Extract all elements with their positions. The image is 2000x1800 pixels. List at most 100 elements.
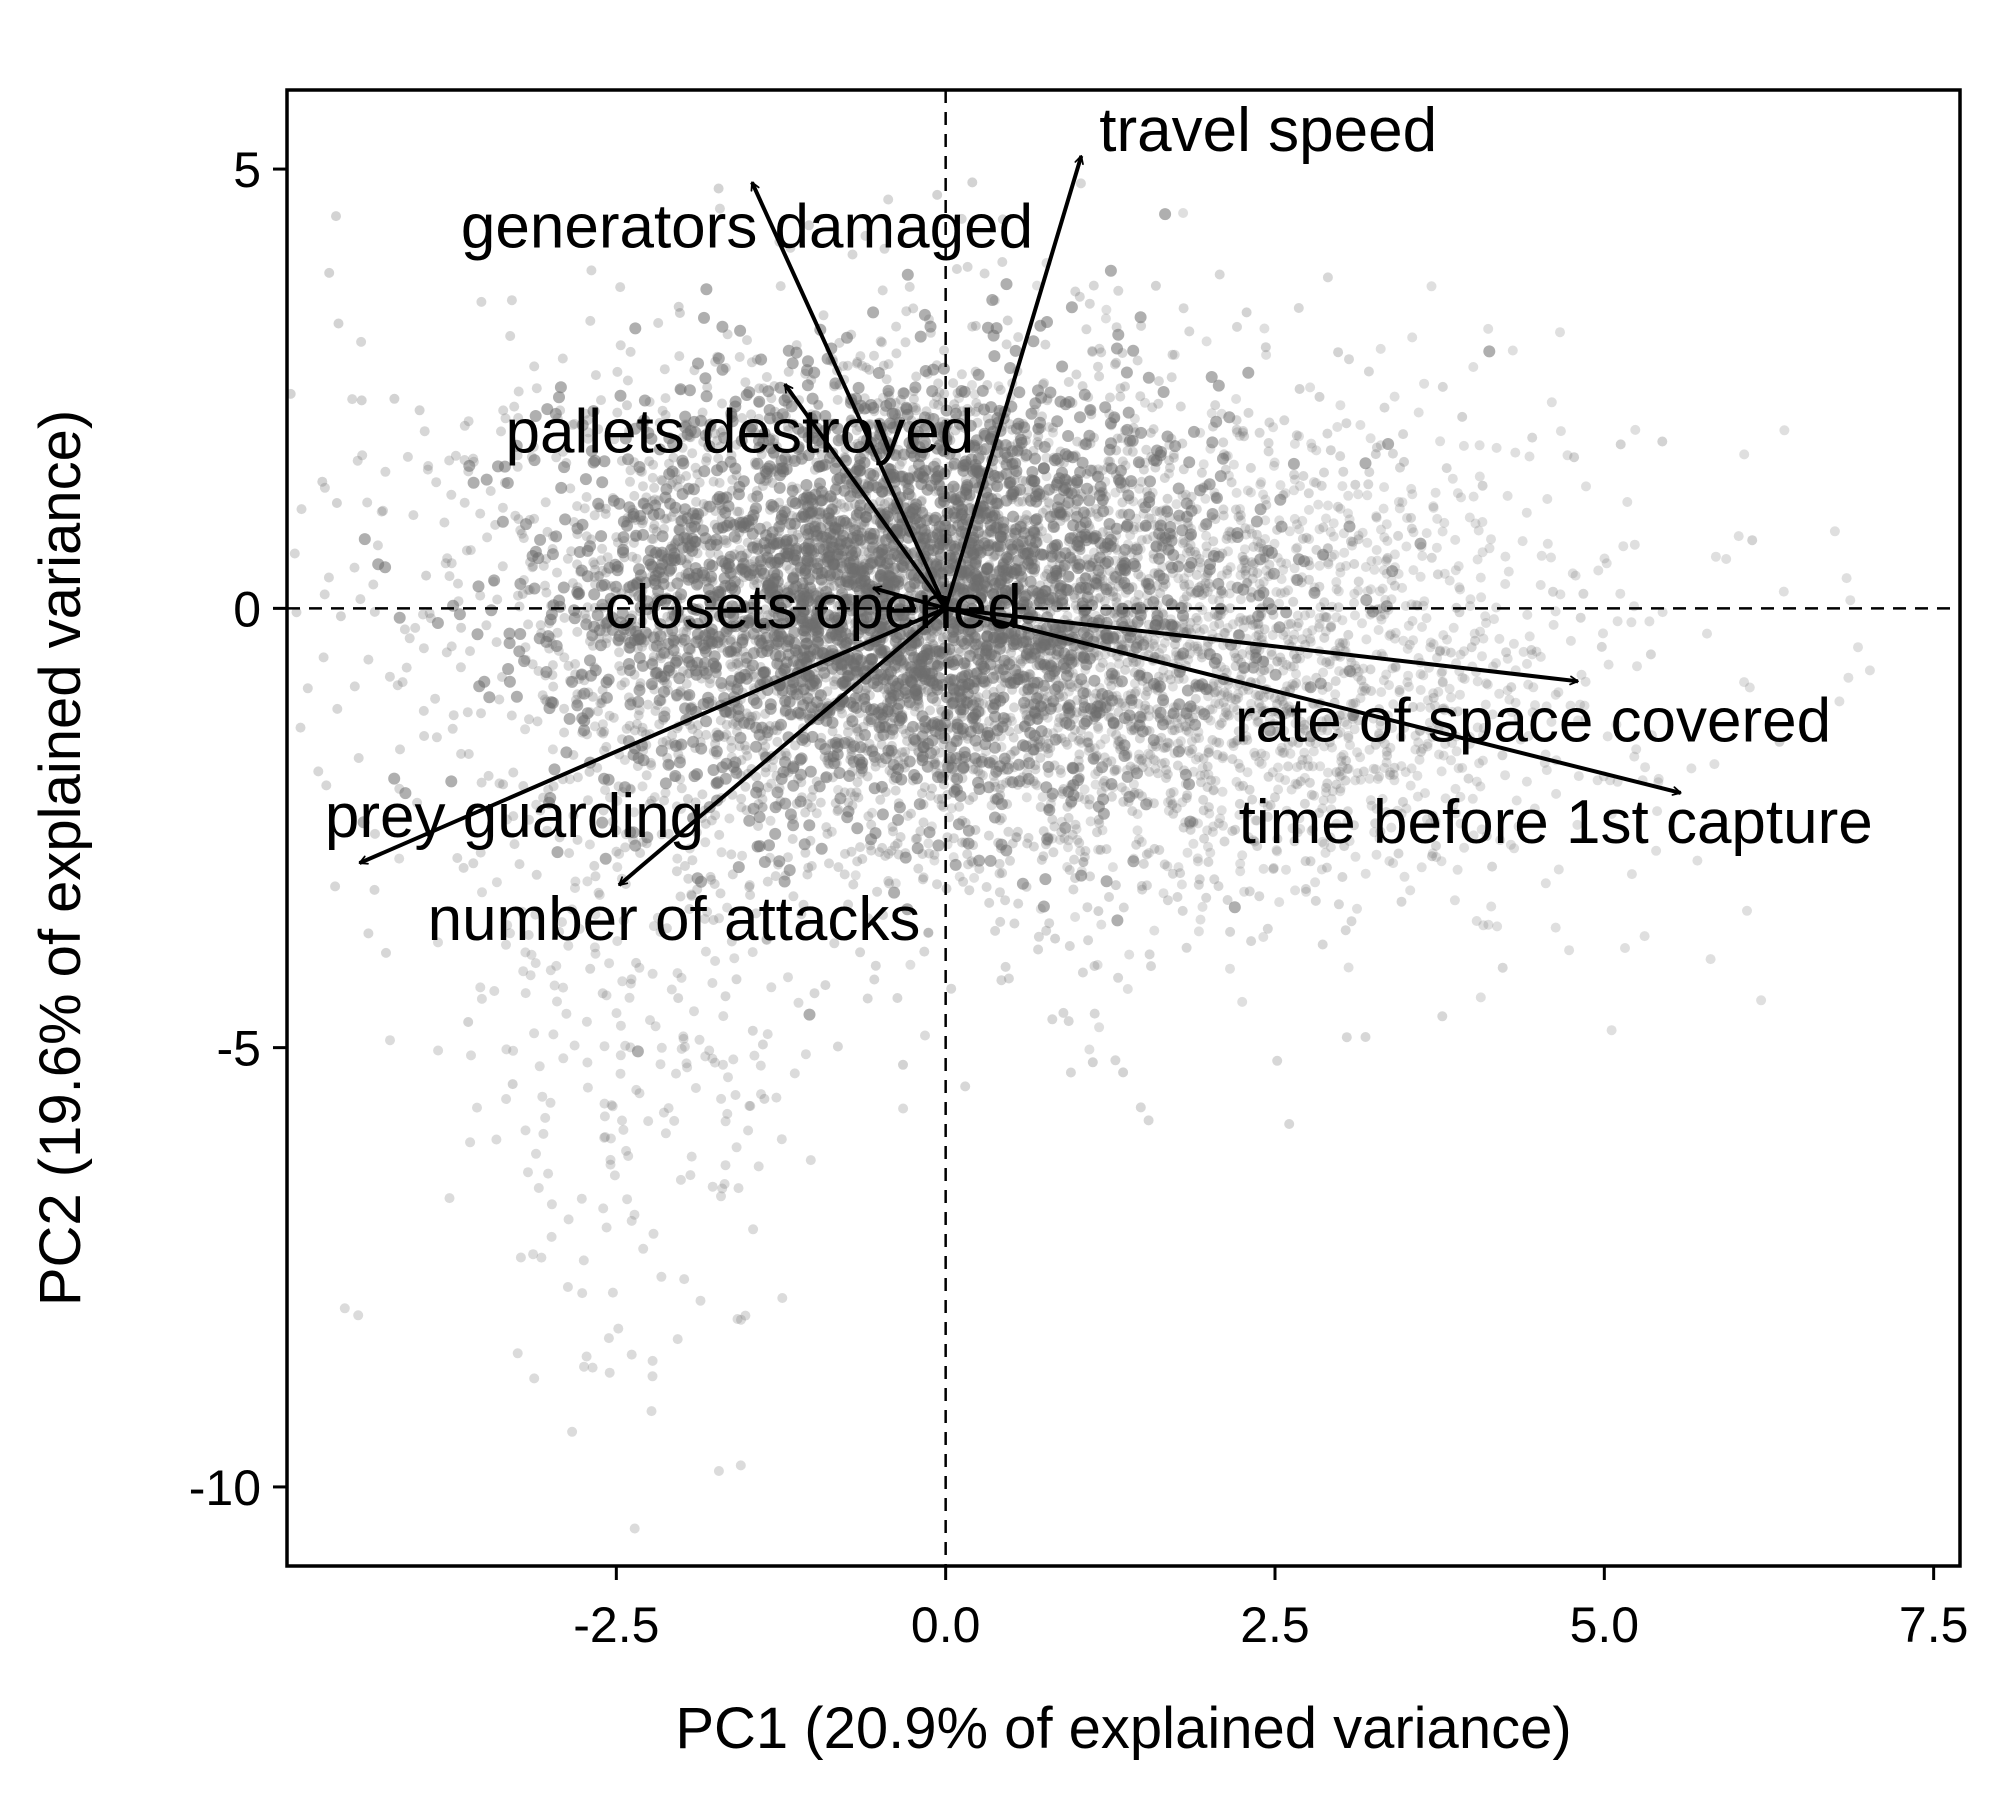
data-point	[970, 366, 981, 377]
data-point	[496, 515, 509, 528]
data-point	[900, 337, 911, 348]
data-point	[559, 703, 570, 714]
data-point	[1070, 286, 1081, 297]
data-point	[960, 1081, 971, 1092]
data-point	[1024, 575, 1037, 588]
data-point	[1173, 698, 1186, 711]
data-point	[1008, 732, 1019, 743]
data-point	[931, 360, 942, 371]
data-point	[1125, 694, 1138, 706]
data-point	[708, 746, 719, 757]
data-point	[1132, 456, 1145, 469]
data-point	[381, 947, 391, 958]
data-point	[471, 628, 484, 641]
data-point	[687, 735, 700, 748]
data-point	[675, 738, 688, 751]
data-point	[1065, 301, 1078, 314]
data-point	[852, 777, 863, 788]
data-point	[700, 283, 713, 296]
data-point	[664, 759, 675, 770]
data-point	[901, 268, 914, 281]
data-point	[514, 601, 525, 612]
data-point	[808, 784, 819, 795]
data-point	[790, 740, 801, 751]
data-point	[919, 365, 932, 377]
data-point	[1004, 362, 1017, 374]
data-point	[996, 813, 1007, 824]
data-point	[582, 729, 592, 740]
data-point	[750, 697, 763, 710]
data-point	[953, 417, 966, 430]
data-point	[834, 337, 845, 348]
data-point	[977, 445, 988, 456]
data-point	[353, 753, 364, 763]
data-point	[675, 384, 686, 395]
data-point	[845, 787, 856, 798]
data-point	[824, 858, 834, 869]
data-point	[1333, 899, 1344, 910]
data-point	[968, 840, 979, 851]
data-point	[540, 497, 551, 508]
data-point	[1319, 467, 1329, 478]
data-point	[962, 849, 973, 860]
data-point	[815, 797, 826, 808]
data-point	[653, 318, 664, 328]
data-point	[1130, 427, 1141, 438]
data-point	[734, 352, 745, 362]
data-point	[1360, 1032, 1371, 1042]
data-point	[548, 763, 561, 776]
data-point	[997, 470, 1008, 481]
data-point	[1135, 426, 1147, 439]
data-point	[1113, 972, 1124, 983]
data-point	[855, 842, 866, 853]
data-point	[1341, 1032, 1352, 1043]
data-point	[724, 553, 735, 564]
data-point	[923, 512, 934, 523]
data-point	[510, 510, 521, 521]
data-point	[514, 859, 525, 870]
data-point	[1104, 892, 1114, 902]
data-point	[774, 783, 785, 794]
data-point	[917, 849, 928, 859]
data-point	[790, 555, 801, 566]
data-point	[780, 870, 791, 881]
data-point	[503, 627, 516, 640]
data-point	[997, 868, 1008, 878]
data-point	[1121, 423, 1134, 436]
data-point	[587, 405, 600, 418]
data-point	[1209, 874, 1220, 885]
data-point	[774, 381, 787, 394]
data-point	[1117, 508, 1128, 519]
data-point	[482, 532, 493, 543]
data-point	[1087, 752, 1100, 765]
data-point	[891, 348, 902, 359]
data-point	[1426, 552, 1437, 563]
data-point	[572, 626, 583, 637]
data-point	[1178, 303, 1189, 314]
data-point	[629, 839, 642, 852]
data-point	[1111, 322, 1122, 333]
data-point	[923, 826, 936, 839]
data-point	[1153, 376, 1164, 387]
data-point	[1013, 332, 1024, 343]
data-point	[453, 596, 464, 607]
data-point	[610, 580, 622, 593]
data-point	[1013, 775, 1026, 788]
data-point	[683, 873, 694, 884]
data-point	[1003, 973, 1014, 984]
data-point	[1038, 851, 1049, 862]
data-point	[749, 505, 759, 516]
data-point	[933, 378, 944, 389]
data-point	[1119, 543, 1132, 556]
data-point	[515, 525, 526, 536]
data-point	[1075, 178, 1086, 189]
data-point	[923, 927, 934, 938]
data-point	[791, 340, 802, 351]
data-point	[1037, 900, 1050, 913]
data-point	[1298, 471, 1309, 481]
data-point	[1095, 662, 1106, 673]
data-point	[1287, 457, 1300, 470]
data-point	[803, 819, 816, 832]
data-point	[647, 508, 660, 521]
data-point	[494, 694, 505, 705]
